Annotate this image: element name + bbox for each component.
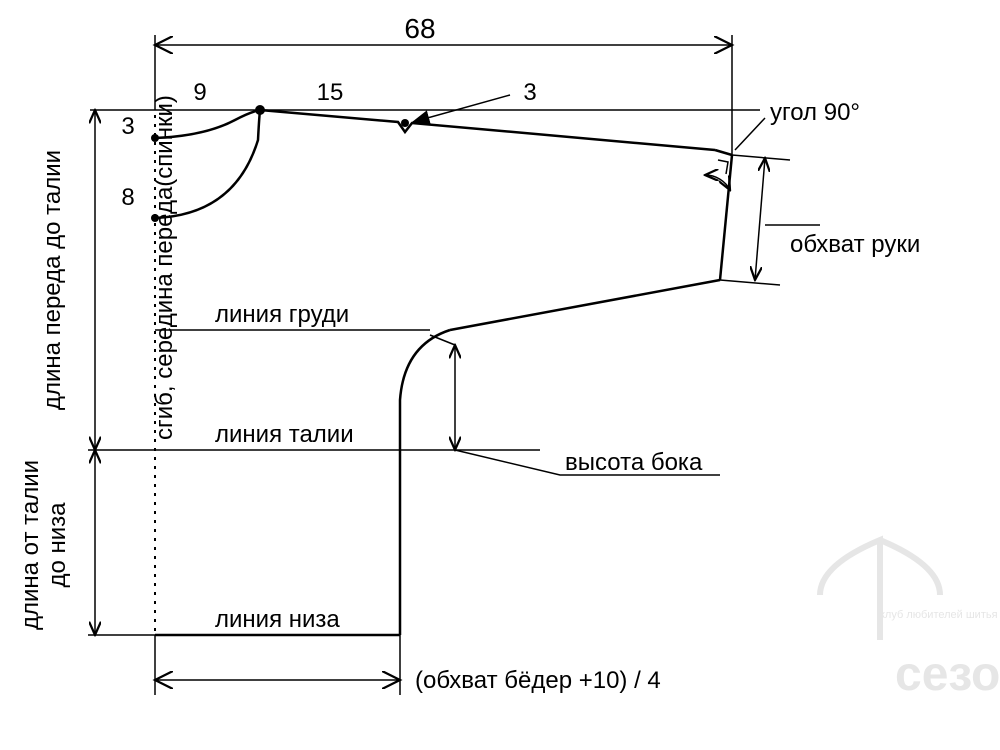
outline-underarm xyxy=(450,280,720,330)
watermark-text: сезон xyxy=(895,648,1000,701)
watermark: сезон клуб любителей шитья xyxy=(820,540,1000,701)
label-waist: линия талии xyxy=(215,421,354,448)
outline-shoulder xyxy=(260,110,715,150)
label-side-height: высота бока xyxy=(565,449,703,476)
dim-68: 68 xyxy=(404,13,435,44)
dim-neck8: 8 xyxy=(121,184,134,211)
arrow-3 xyxy=(413,95,510,122)
dim-arm-girth xyxy=(755,158,765,280)
label-angle90: угол 90° xyxy=(770,99,860,126)
label-front-to-waist: длина переда до талии xyxy=(39,150,66,410)
dart-mark xyxy=(401,119,409,127)
dim-3: 3 xyxy=(523,79,536,106)
label-hem: линия низа xyxy=(215,606,340,633)
dim-neck3: 3 xyxy=(121,113,134,140)
label-hips-formula: (обхват бёдер +10) / 4 xyxy=(415,667,661,694)
label-waist-to-hem: длина от талии xyxy=(17,460,44,630)
label-fold: сгиб, середина переда(спинки) xyxy=(151,95,178,440)
watermark-sub: клуб любителей шитья xyxy=(880,609,998,621)
outline-side xyxy=(400,330,450,635)
dim-9: 9 xyxy=(193,79,206,106)
pattern-diagram: сезон клуб любителей шитья 68 9 15 3 3 8… xyxy=(0,0,1000,750)
dim-15: 15 xyxy=(317,79,344,106)
label-waist-to-hem2: до низа xyxy=(44,502,71,588)
label-arm-girth: обхват руки xyxy=(790,231,920,258)
label-bust: линия груди xyxy=(215,301,349,328)
